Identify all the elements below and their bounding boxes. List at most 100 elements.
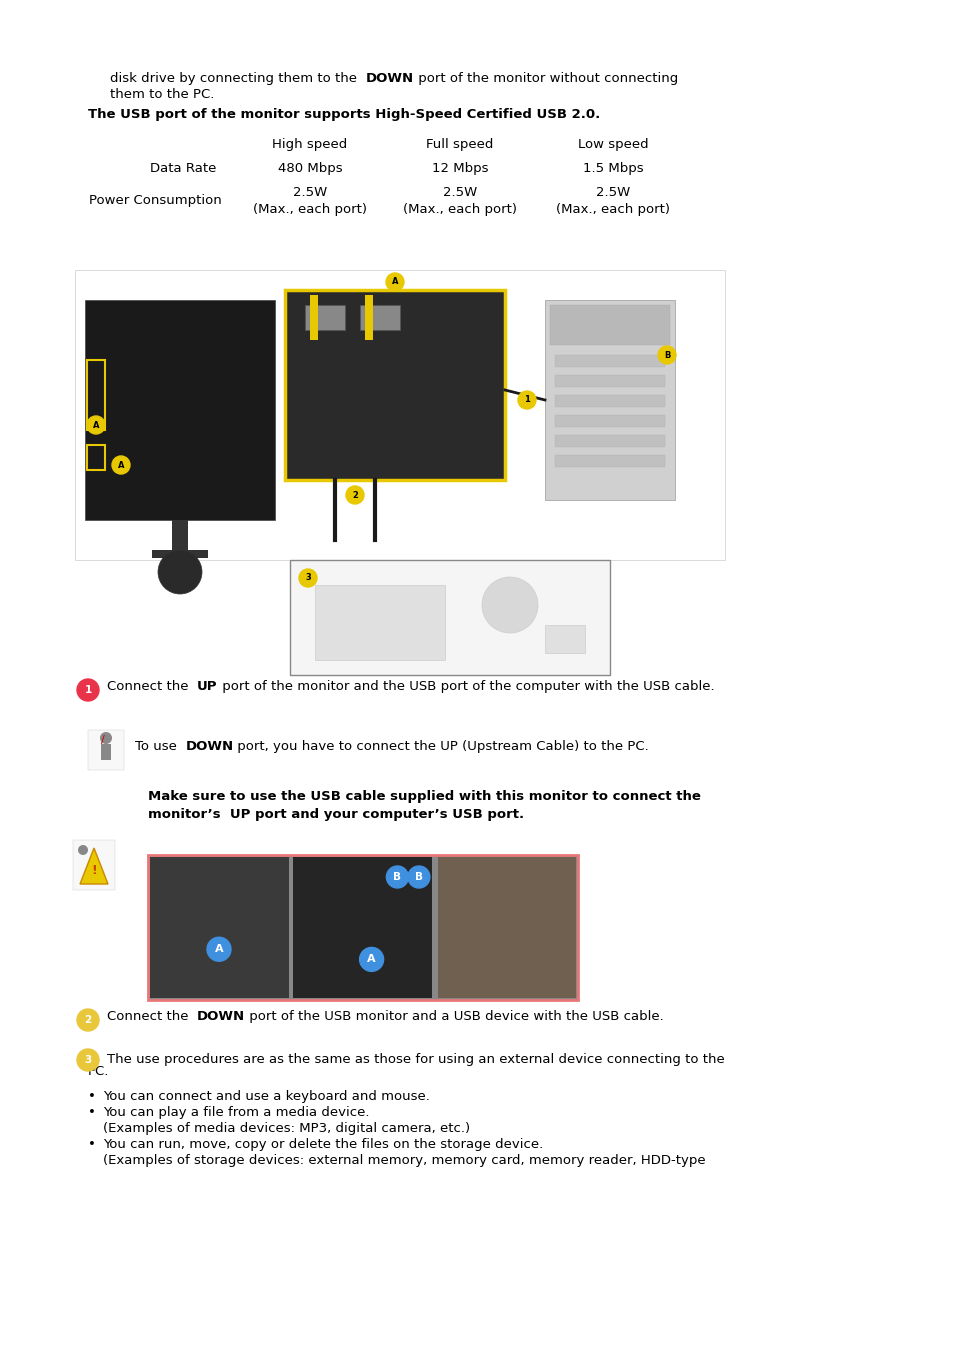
Circle shape (77, 680, 99, 701)
Circle shape (481, 577, 537, 634)
Circle shape (207, 938, 231, 962)
Text: The use procedures are as the same as those for using an external device connect: The use procedures are as the same as th… (107, 1054, 724, 1066)
Circle shape (658, 346, 676, 363)
Bar (555, 435, 664, 447)
Bar (152, 550, 208, 558)
Circle shape (386, 866, 408, 888)
Text: B: B (393, 871, 401, 882)
Bar (359, 305, 399, 330)
Text: Low speed: Low speed (578, 138, 648, 151)
Bar (87, 359, 105, 430)
Text: 3: 3 (305, 574, 311, 582)
Text: Data Rate: Data Rate (150, 162, 216, 176)
Bar (85, 300, 274, 520)
Circle shape (386, 273, 403, 290)
Bar (148, 855, 578, 1000)
Circle shape (298, 569, 316, 586)
Circle shape (77, 1048, 99, 1071)
Bar (172, 520, 188, 550)
Text: 480 Mbps: 480 Mbps (277, 162, 342, 176)
Circle shape (408, 866, 430, 888)
Bar (314, 585, 444, 661)
Text: PC.: PC. (88, 1065, 110, 1078)
Bar (555, 355, 664, 367)
Circle shape (78, 844, 88, 855)
Text: (Max., each port): (Max., each port) (556, 203, 669, 216)
Text: Make sure to use the USB cable supplied with this monitor to connect the: Make sure to use the USB cable supplied … (148, 790, 700, 802)
Text: B: B (415, 871, 422, 882)
Text: port of the monitor without connecting: port of the monitor without connecting (414, 72, 678, 85)
Text: A: A (392, 277, 397, 286)
Text: The USB port of the monitor supports High-Speed Certified USB 2.0.: The USB port of the monitor supports Hig… (88, 108, 599, 122)
Bar (555, 394, 664, 407)
Text: •: • (88, 1090, 95, 1102)
Circle shape (77, 1009, 99, 1031)
Bar (437, 857, 576, 998)
Text: 1: 1 (523, 396, 529, 404)
Bar (101, 744, 111, 761)
Text: 3: 3 (84, 1055, 91, 1065)
Bar (555, 376, 664, 386)
Text: (Examples of storage devices: external memory, memory card, memory reader, HDD-t: (Examples of storage devices: external m… (103, 1154, 705, 1167)
Bar (550, 305, 669, 345)
Text: port of the USB monitor and a USB device with the USB cable.: port of the USB monitor and a USB device… (245, 1011, 663, 1023)
Text: Full speed: Full speed (426, 138, 493, 151)
Bar (290, 561, 609, 676)
Text: (Max., each port): (Max., each port) (402, 203, 517, 216)
Bar (285, 290, 504, 480)
Text: 12 Mbps: 12 Mbps (432, 162, 488, 176)
Text: monitor’s  UP port and your computer’s USB port.: monitor’s UP port and your computer’s US… (148, 808, 523, 821)
Circle shape (359, 947, 383, 971)
Text: B: B (663, 350, 670, 359)
Bar (293, 857, 432, 998)
Text: •: • (88, 1106, 95, 1119)
Text: 2.5W: 2.5W (442, 186, 476, 199)
Text: A: A (117, 461, 124, 470)
Bar (544, 300, 675, 500)
Bar (87, 444, 105, 470)
Text: A: A (92, 420, 99, 430)
Text: A: A (214, 944, 223, 954)
Text: 1: 1 (84, 685, 91, 694)
Circle shape (517, 390, 536, 409)
Text: DOWN: DOWN (185, 740, 233, 753)
Text: 1.5 Mbps: 1.5 Mbps (582, 162, 642, 176)
Bar (555, 415, 664, 427)
Bar (73, 840, 115, 890)
Text: disk drive by connecting them to the: disk drive by connecting them to the (110, 72, 365, 85)
Text: 2.5W: 2.5W (293, 186, 327, 199)
Text: port of the monitor and the USB port of the computer with the USB cable.: port of the monitor and the USB port of … (217, 680, 714, 693)
Text: 2: 2 (352, 490, 357, 500)
Text: You can play a file from a media device.: You can play a file from a media device. (103, 1106, 369, 1119)
Circle shape (346, 486, 364, 504)
Bar (544, 626, 584, 653)
Text: 2: 2 (84, 1015, 91, 1025)
Bar (88, 730, 124, 770)
Bar (365, 295, 373, 340)
Bar (310, 295, 317, 340)
Circle shape (112, 457, 130, 474)
Text: 2.5W: 2.5W (596, 186, 630, 199)
Bar (305, 305, 345, 330)
Text: You can run, move, copy or delete the files on the storage device.: You can run, move, copy or delete the fi… (103, 1138, 542, 1151)
Text: /: / (101, 735, 105, 744)
Bar (150, 857, 289, 998)
Text: You can connect and use a keyboard and mouse.: You can connect and use a keyboard and m… (103, 1090, 430, 1102)
Text: them to the PC.: them to the PC. (110, 88, 214, 101)
Text: •: • (88, 1138, 95, 1151)
Text: DOWN: DOWN (196, 1011, 245, 1023)
Bar (555, 455, 664, 467)
Bar (75, 270, 724, 561)
Text: Power Consumption: Power Consumption (89, 195, 221, 207)
Text: UP: UP (196, 680, 217, 693)
Text: DOWN: DOWN (365, 72, 414, 85)
Text: To use: To use (135, 740, 185, 753)
Circle shape (87, 416, 105, 434)
Text: Connect the: Connect the (107, 1011, 196, 1023)
Text: (Max., each port): (Max., each port) (253, 203, 367, 216)
Circle shape (100, 732, 112, 744)
Polygon shape (80, 848, 108, 884)
Text: Connect the: Connect the (107, 680, 196, 693)
Text: !: ! (91, 865, 97, 878)
Text: A: A (367, 954, 375, 965)
